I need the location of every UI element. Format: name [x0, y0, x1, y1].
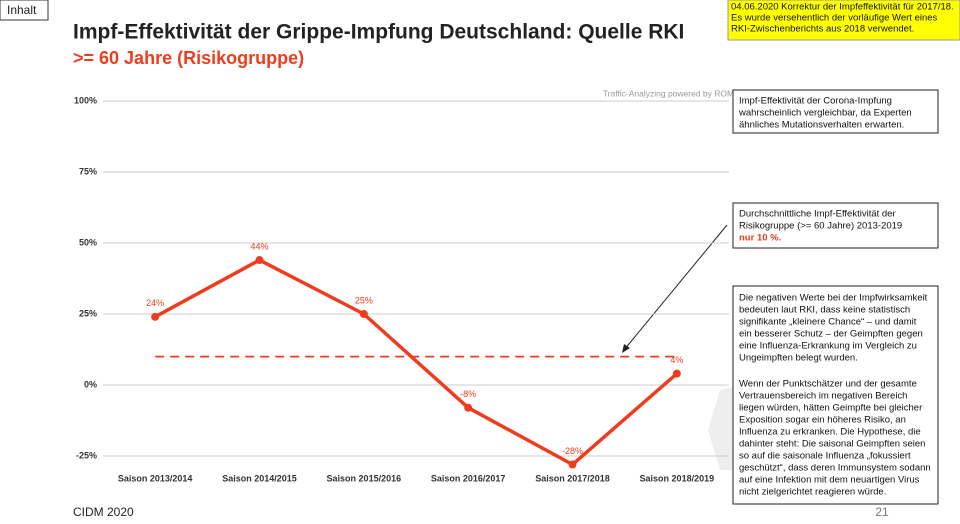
y-tick-label: 25%: [79, 308, 97, 318]
box-negative-text: Die negativen Werte bei der Impfwirksamk…: [739, 293, 928, 304]
x-tick-label: Saison 2016/2017: [431, 473, 506, 483]
box-hypothesis-text: nicht zielgerichtet reagieren würde.: [739, 487, 886, 498]
point: [464, 403, 473, 412]
box-hypothesis-text: so auf die saisonale Influenza „fokussie…: [739, 451, 911, 462]
correction-note: Es wurde versehentlich der vorläufige We…: [731, 13, 938, 24]
x-tick-label: Saison 2014/2015: [222, 473, 297, 483]
box-corona-text: wahrscheinlich vergleichbar, da Experten: [738, 108, 912, 119]
arrow-head: [622, 344, 630, 353]
point: [672, 369, 681, 378]
y-tick-label: 75%: [79, 166, 97, 176]
correction-note: 04.06.2020 Korrektur der Impfeffektivitä…: [731, 2, 954, 13]
box-negative-text: ein besserer Schutz – der Geimpften gege…: [739, 329, 923, 340]
page-number: 21: [875, 505, 889, 519]
x-tick-label: Saison 2017/2018: [535, 473, 610, 483]
value-label: -28%: [562, 446, 583, 456]
y-tick-label: -25%: [76, 450, 97, 460]
watermark: Traffic-Analyzing powered by ROMICO: [603, 88, 750, 98]
footer: CIDM 2020: [73, 505, 134, 519]
box-corona-text: Impf-Effektivität der Corona-Impfung: [739, 96, 892, 107]
box-hypothesis-text: auf eine Infektion mit dem neuartigen Vi…: [739, 475, 920, 486]
value-label: 25%: [355, 295, 373, 305]
point: [359, 310, 368, 318]
correction-note: RKI-Zwischenberichts aus 2018 verwendet.: [731, 24, 914, 35]
box-average-text: Risikogruppe (>= 60 Jahre) 2013-2019: [739, 221, 902, 232]
box-average-text: Durchschnittliche Impf-Effektivität der: [739, 209, 896, 220]
point: [568, 460, 577, 469]
correction-note-bg: [727, 0, 960, 41]
box-average-highlight: nur 10 %.: [739, 233, 781, 244]
y-tick-label: 50%: [79, 237, 97, 247]
x-tick-label: Saison 2018/2019: [640, 473, 715, 483]
box-hypothesis-text: Vertrauensbereich im negativen Bereich: [739, 391, 907, 402]
box-corona-text: ähnliches Mutationsverhalten erwarten.: [739, 120, 904, 131]
point: [151, 312, 160, 321]
x-tick-label: Saison 2013/2014: [118, 473, 193, 483]
box-negative-text: Ungeimpften belegt wurden.: [739, 353, 858, 364]
box-corona: [732, 89, 939, 134]
box-hypothesis-text: dahinter steht: Die saisonal Geimpften s…: [739, 439, 925, 450]
box-hypothesis-text: Influenza zu erkranken. Die Hypothese, d…: [739, 427, 921, 438]
chart-title: Impf-Effektivität der Grippe-Impfung Deu…: [73, 21, 684, 44]
series-line: [154, 258, 678, 467]
inhalt-label[interactable]: Inhalt: [7, 3, 37, 17]
box-negative-text: eine Influenza-Erkrankung im Vergleich z…: [739, 341, 917, 352]
y-tick-label: 0%: [84, 379, 97, 389]
box-hypothesis-text: Exposition sogar ein höheres Risiko, an: [739, 415, 906, 426]
value-label: 24%: [146, 298, 164, 308]
value-label: -8%: [460, 389, 476, 399]
box-negative-text: bedeuten laut RKI, dass keine statistisc…: [739, 305, 910, 316]
inhalt-button[interactable]: [0, 0, 49, 21]
box-hypothesis-text: geschützt“, dass deren Immunsystem sodan…: [739, 463, 931, 474]
box-negative: [732, 285, 939, 505]
box-average: [732, 202, 939, 249]
box-hypothesis-text: Wenn der Punktschätzer und der gesamte: [739, 379, 917, 390]
value-label: 44%: [250, 241, 268, 251]
box-negative-text: signifikante „kleinere Chance“ – und dam…: [739, 317, 917, 328]
value-label: 4%: [670, 355, 683, 365]
y-tick-label: 100%: [74, 95, 97, 105]
chart-subtitle: >= 60 Jahre (Risikogruppe): [73, 48, 304, 68]
point: [255, 256, 264, 265]
x-tick-label: Saison 2015/2016: [327, 473, 402, 483]
arrow-line: [623, 224, 728, 351]
box-hypothesis-text: liegen würden, hätten Geimpfte bei gleic…: [739, 403, 922, 414]
